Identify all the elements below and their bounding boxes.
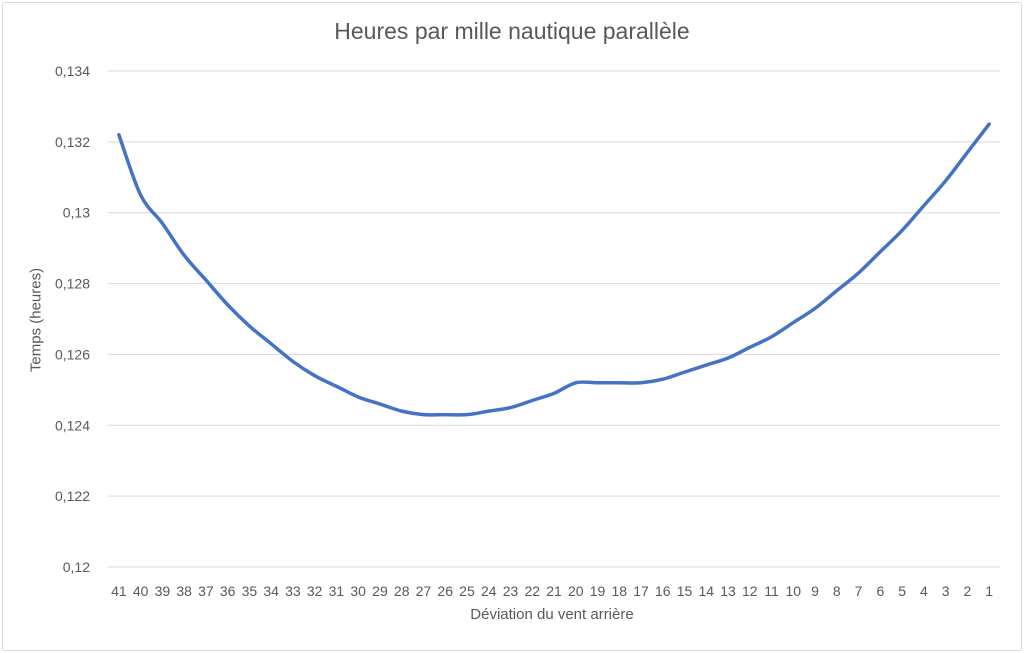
x-tick-label: 33	[285, 583, 301, 599]
x-tick-label: 41	[111, 583, 127, 599]
x-tick-labels: 41 40 39 38 37 36 35 34 33 32 31 30 29 28 27 26 25 24 23 22…	[111, 583, 993, 599]
x-tick-label: 32	[307, 583, 323, 599]
x-tick-label: 30	[350, 583, 366, 599]
x-tick-label: 1	[985, 583, 993, 599]
x-tick-label: 3	[942, 583, 950, 599]
y-tick-labels: 0,12 0,122 0,124 0,126 0,128 0,13 0,132 0,134	[55, 63, 90, 575]
y-tick-label: 0,128	[55, 276, 90, 292]
x-tick-label: 10	[786, 583, 802, 599]
x-tick-label: 11	[764, 583, 779, 599]
y-tick-label: 0,126	[55, 346, 90, 362]
x-tick-label: 8	[833, 583, 841, 599]
series-group	[117, 122, 991, 417]
x-tick-label: 4	[920, 583, 928, 599]
x-tick-label: 27	[416, 583, 432, 599]
y-tick-label: 0,122	[55, 488, 90, 504]
x-tick-label: 24	[481, 583, 497, 599]
y-tick-label: 0,134	[55, 63, 90, 79]
x-tick-label: 17	[633, 583, 649, 599]
x-tick-label: 16	[655, 583, 671, 599]
x-tick-label: 38	[176, 583, 192, 599]
x-tick-label: 37	[198, 583, 214, 599]
x-tick-label: 19	[590, 583, 606, 599]
gridlines	[108, 70, 1000, 568]
x-tick-label: 18	[611, 583, 627, 599]
x-tick-label: 2	[963, 583, 971, 599]
x-tick-label: 39	[155, 583, 171, 599]
x-tick-label: 34	[263, 583, 279, 599]
x-tick-label: 40	[133, 583, 149, 599]
x-tick-label: 20	[568, 583, 584, 599]
y-tick-label: 0,124	[55, 417, 90, 433]
x-tick-label: 6	[876, 583, 884, 599]
chart-title: Heures par mille nautique parallèle	[334, 18, 690, 44]
x-tick-label: 15	[677, 583, 693, 599]
x-axis-label: Déviation du vent arrière	[470, 606, 634, 623]
x-tick-label: 5	[898, 583, 906, 599]
x-tick-label: 22	[524, 583, 540, 599]
x-tick-label: 25	[459, 583, 475, 599]
x-tick-label: 9	[811, 583, 819, 599]
x-tick-label: 13	[720, 583, 736, 599]
x-tick-label: 12	[742, 583, 758, 599]
y-tick-label: 0,12	[63, 559, 90, 575]
y-tick-label: 0,132	[55, 134, 90, 150]
x-tick-label: 36	[220, 583, 236, 599]
x-tick-label: 23	[503, 583, 519, 599]
x-tick-label: 35	[242, 583, 258, 599]
x-tick-label: 7	[855, 583, 863, 599]
x-tick-label: 14	[699, 583, 715, 599]
series-line	[117, 122, 991, 417]
x-tick-label: 26	[437, 583, 453, 599]
y-tick-label: 0,13	[63, 205, 90, 221]
x-tick-label: 29	[372, 583, 388, 599]
x-tick-label: 28	[394, 583, 410, 599]
x-tick-label: 21	[546, 583, 562, 599]
x-tick-label: 31	[329, 583, 345, 599]
